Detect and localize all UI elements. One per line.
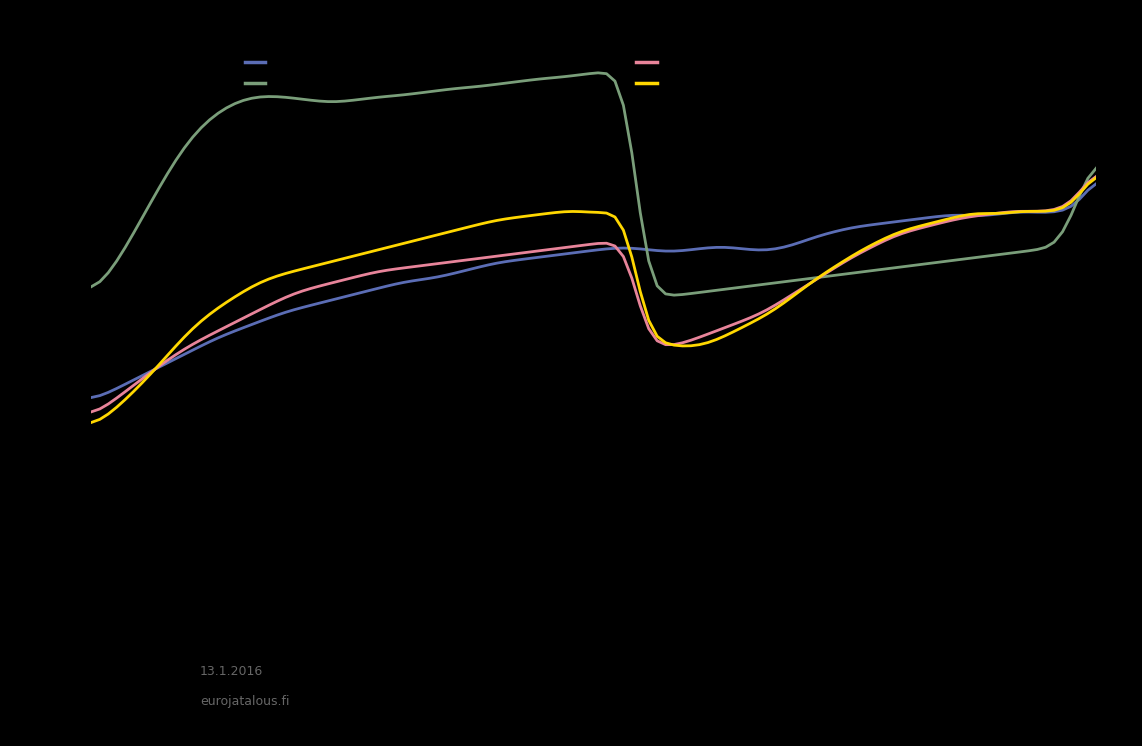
Text: 13.1.2016: 13.1.2016 bbox=[200, 665, 263, 678]
Text: eurojatalous.fi: eurojatalous.fi bbox=[200, 695, 289, 708]
Legend: , : , bbox=[630, 50, 667, 96]
